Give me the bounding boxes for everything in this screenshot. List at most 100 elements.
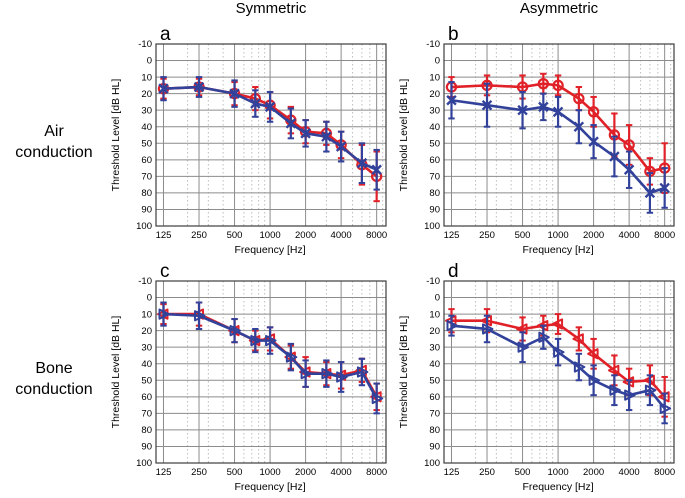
triangle-right-marker — [265, 334, 277, 347]
x-marker — [659, 182, 670, 194]
chart-d-canvas: -10 0 10 20 30 40 50 60 70 80 90 100 125 250 500 1000 20… — [398, 261, 675, 493]
triangle-right-marker — [517, 341, 530, 353]
triangle-right-marker — [644, 384, 657, 396]
chart-panel-b: -10 0 10 20 30 40 50 60 70 80 90 100 125 250 500 1000 20… — [396, 24, 684, 261]
y-tick-label: 50 — [141, 138, 152, 149]
chart-panel-a: -10 0 10 20 30 40 50 60 70 80 90 100 125 250 500 1000 20… — [108, 24, 396, 261]
x-marker — [538, 101, 549, 113]
x-tick-label: 2000 — [295, 467, 316, 478]
axis-box — [155, 280, 387, 464]
x-tick-label: 250 — [191, 230, 207, 241]
y-axis-label: Threshold Level [dB HL] — [398, 79, 410, 192]
triangle-right-marker — [538, 331, 550, 343]
row-label-bone-conduction: Bone conduction — [0, 261, 108, 498]
chart-b-canvas: -10 0 10 20 30 40 50 60 70 80 90 100 125 250 500 1000 20… — [398, 24, 675, 256]
y-tick-label: 40 — [141, 359, 152, 370]
x-tick-label: 1000 — [548, 230, 569, 241]
x-marker — [229, 88, 240, 99]
y-tick-label: 0 — [435, 293, 440, 304]
panel-letter: c — [160, 261, 170, 282]
y-tick-label: 20 — [141, 326, 152, 337]
y-tick-label: 70 — [141, 409, 152, 420]
x-tick-label: 4000 — [331, 230, 352, 241]
y-tick-label: 40 — [429, 359, 440, 370]
series-blue-triangle-right — [158, 301, 384, 415]
y-tick-label: 80 — [429, 425, 440, 436]
triangle-right-marker — [573, 361, 586, 373]
chart-panel-c: -10 0 10 20 30 40 50 60 70 80 90 100 125 250 500 1000 20… — [108, 261, 396, 498]
x-tick-label: 2000 — [583, 230, 604, 241]
x-marker — [481, 99, 493, 111]
triangle-left-marker — [572, 333, 584, 345]
series-blue-triangle-right — [446, 314, 672, 425]
triangle-right-marker — [371, 392, 384, 405]
column-title-asymmetric: Asymmetric — [519, 0, 599, 17]
triangle-right-marker — [553, 346, 565, 358]
x-marker — [517, 104, 528, 116]
x-marker — [371, 164, 382, 175]
x-marker — [623, 164, 635, 175]
x-tick-label: 8000 — [654, 230, 675, 241]
y-tick-label: 70 — [429, 172, 440, 183]
x-tick-label: 8000 — [366, 467, 387, 478]
y-tick-label: 0 — [147, 56, 152, 67]
triangle-left-marker — [516, 323, 528, 335]
y-tick-label: 60 — [141, 155, 152, 166]
y-tick-label: -10 — [138, 39, 152, 50]
series-red-triangle-left — [156, 301, 382, 412]
triangle-left-marker — [587, 348, 599, 360]
triangle-right-marker — [659, 402, 672, 414]
y-tick-label: 70 — [429, 409, 440, 420]
chart-panel-d: -10 0 10 20 30 40 50 60 70 80 90 100 125 250 500 1000 20… — [396, 261, 684, 498]
data-line — [163, 312, 378, 400]
x-tick-label: 125 — [156, 230, 172, 241]
x-marker — [321, 131, 332, 142]
y-tick-label: 10 — [429, 72, 440, 83]
x-tick-label: 4000 — [331, 467, 352, 478]
x-tick-label: 1000 — [260, 467, 281, 478]
y-tick-label: 90 — [429, 442, 440, 453]
y-tick-label: 50 — [429, 138, 440, 149]
y-tick-label: 30 — [429, 342, 440, 353]
panel-letter: a — [160, 24, 171, 45]
x-marker — [609, 151, 620, 162]
x-marker — [356, 157, 368, 169]
y-tick-label: 30 — [141, 342, 152, 353]
triangle-right-marker — [446, 320, 458, 332]
triangle-right-marker — [609, 384, 621, 396]
x-marker — [193, 81, 205, 93]
y-tick-label: 10 — [141, 309, 152, 320]
x-axis-label: Frequency [Hz] — [522, 244, 593, 256]
x-tick-label: 500 — [515, 230, 531, 241]
y-tick-label: 20 — [429, 89, 440, 100]
y-tick-label: 90 — [429, 205, 440, 216]
y-tick-label: 50 — [141, 375, 152, 386]
axis-box — [443, 280, 675, 464]
y-tick-label: -10 — [138, 276, 152, 287]
y-tick-label: -10 — [426, 39, 440, 50]
triangle-left-marker — [607, 364, 620, 376]
circle-marker — [552, 79, 564, 92]
y-tick-label: 10 — [141, 72, 152, 83]
triangle-left-marker — [551, 318, 564, 330]
row-label-air-conduction: Air conduction — [0, 24, 108, 261]
y-tick-label: 10 — [429, 309, 440, 320]
x-tick-label: 4000 — [619, 230, 640, 241]
row-label-line: Bone — [35, 359, 73, 377]
x-tick-label: 2000 — [295, 230, 316, 241]
y-tick-label: 100 — [136, 458, 152, 469]
x-marker — [588, 136, 599, 147]
y-axis-label: Threshold Level [dB HL] — [110, 316, 122, 429]
y-tick-label: 80 — [141, 188, 152, 199]
panel-letter: d — [448, 261, 459, 282]
x-tick-label: 125 — [156, 467, 172, 478]
y-tick-label: 40 — [429, 122, 440, 133]
x-marker — [285, 118, 297, 129]
y-tick-label: 30 — [141, 105, 152, 116]
triangle-right-marker — [250, 334, 262, 347]
triangle-right-marker — [194, 310, 206, 322]
circle-marker — [537, 78, 550, 90]
x-tick-label: 4000 — [619, 467, 640, 478]
triangle-right-marker — [336, 371, 348, 383]
